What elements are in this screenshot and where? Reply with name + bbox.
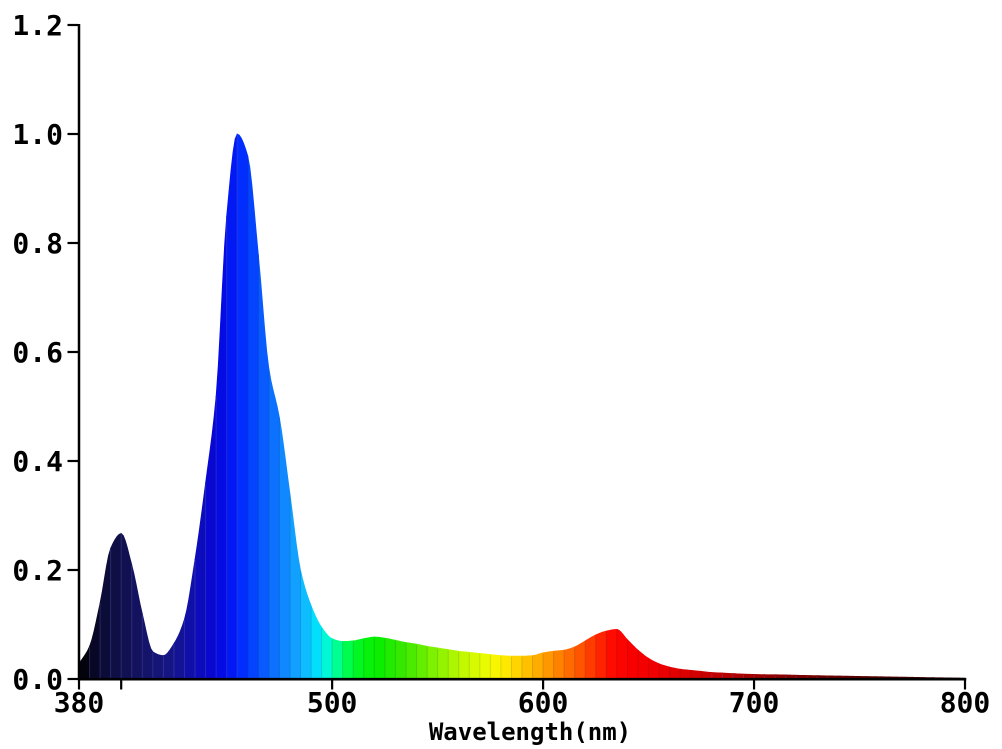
tick-labels: 380 500 600 700 800 0.0 0.2 0.4 0.6 0.8 1.0 1.2 [12, 9, 990, 719]
spectrum-bin [574, 640, 586, 680]
spectrum-bin [447, 649, 460, 680]
spectrum-bin [279, 417, 291, 680]
spectrum-bin [363, 636, 375, 680]
spectrum-bin [405, 642, 417, 680]
spectrum-bin [173, 618, 185, 680]
x-tick-label: 600 [518, 686, 569, 719]
y-tick-label: 0.4 [12, 445, 63, 478]
x-tick-label: 500 [307, 686, 358, 719]
y-tick-label: 1.2 [12, 9, 63, 42]
bin-boundaries [89, 134, 829, 679]
spectrum-bin [236, 133, 249, 680]
spectrum-bin [479, 652, 491, 680]
spectrum-bin [184, 559, 196, 680]
spectrum-bin [331, 638, 344, 680]
spectrum-bin [669, 666, 681, 680]
spectrum-bin [416, 643, 428, 680]
spectrum-bin [205, 395, 217, 680]
spectrum-bin [658, 663, 671, 680]
spectrum-bin [289, 493, 301, 680]
spectrum-bin [458, 650, 470, 680]
spectrum-bin [373, 636, 386, 680]
spectrum-bin [215, 215, 228, 680]
y-tick-label: 0.2 [12, 554, 63, 587]
spectrum-bin [648, 657, 660, 680]
spectrum-bin [437, 647, 449, 680]
spectrum-bin [395, 639, 407, 680]
spectrum-bin [110, 532, 122, 680]
spectrum-bin [511, 655, 523, 680]
spectrum-bin [352, 638, 365, 680]
axes [67, 23, 967, 690]
y-tick-label: 1.0 [12, 118, 63, 151]
spectrum-bin [595, 630, 607, 680]
spectrum-bin [120, 532, 133, 680]
spectrum-bin [679, 668, 692, 680]
spectrum-bin [426, 645, 438, 680]
spectrum-bin [310, 605, 322, 680]
spectrum-bin [468, 651, 481, 680]
x-tick-label: 380 [54, 686, 105, 719]
spectrum-bin [521, 655, 533, 680]
spectrum-bin [690, 669, 702, 680]
y-tick-label: 0.6 [12, 336, 63, 369]
spectrum-bin [268, 368, 280, 680]
spectrum-bin [321, 626, 333, 680]
spectrum-bin [384, 637, 396, 680]
spectrum-bin [194, 482, 206, 680]
spectrum-bin [89, 602, 101, 680]
spectrum-bin [490, 654, 502, 680]
spectral-area [78, 133, 966, 680]
x-tick-label: 700 [729, 686, 780, 719]
spectrum-bin [300, 569, 312, 680]
y-tick-label: 0.8 [12, 227, 63, 260]
spectrum-bin [532, 652, 544, 680]
spectrum-bin [131, 564, 143, 680]
spectrum-bin [152, 651, 164, 680]
spectrum-bin [700, 670, 713, 680]
spectrum-bin [616, 628, 628, 680]
spectrum-bin [553, 649, 565, 680]
x-tick-label: 800 [940, 686, 991, 719]
spectrum-bin [342, 640, 354, 680]
spectrum-bin [141, 613, 154, 680]
spectrum-bin [542, 650, 554, 680]
spectrum-bin [163, 642, 175, 680]
spectrum-bin [606, 629, 618, 680]
spectrum-bin [563, 646, 576, 680]
x-axis-title: Wavelength(nm) [429, 718, 631, 746]
spectrum-bin [500, 655, 512, 680]
spectrum-bin [99, 548, 111, 680]
y-tick-label: 0.0 [12, 663, 63, 696]
spectrum-bin [637, 649, 649, 680]
spectrum-bin [257, 253, 270, 680]
spectrum-bin [226, 133, 238, 680]
spectrum-bin [627, 638, 639, 680]
spectrum-bin [584, 634, 597, 680]
spectrum-bin [247, 155, 259, 680]
spectrum-bin [78, 646, 90, 680]
